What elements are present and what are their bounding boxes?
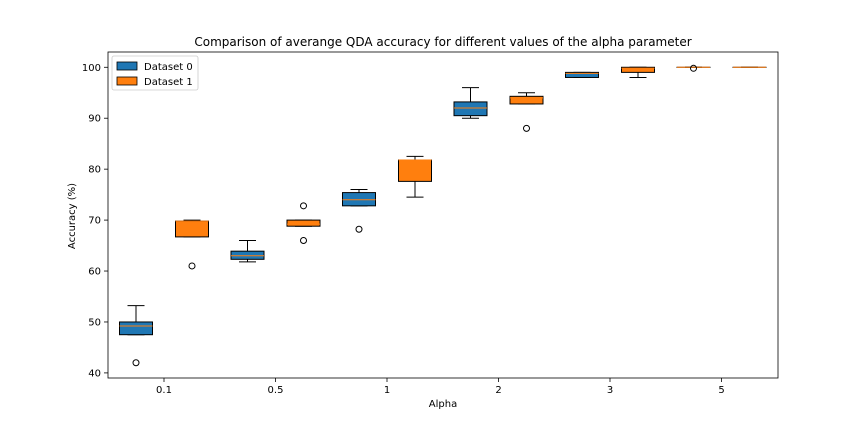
x-tick-label: 3 — [607, 385, 613, 396]
y-tick-label: 80 — [88, 165, 101, 176]
box-dataset-0-2 — [454, 88, 487, 119]
x-tick-label: 2 — [495, 385, 501, 396]
y-tick-label: 50 — [88, 317, 101, 328]
legend-label: Dataset 0 — [144, 62, 193, 73]
box-dataset-0-0.5 — [231, 240, 264, 261]
outlier-point — [189, 263, 195, 269]
legend-swatch — [117, 62, 137, 70]
plot-frame — [108, 52, 778, 378]
x-tick-label: 1 — [384, 385, 390, 396]
box-body — [120, 322, 153, 335]
box-dataset-1-2 — [510, 93, 543, 132]
y-tick-label: 100 — [82, 63, 101, 74]
y-tick-label: 90 — [88, 114, 101, 125]
box-dataset-0-1 — [343, 190, 376, 233]
x-tick-label: 5 — [718, 385, 724, 396]
x-axis-label: Alpha — [429, 399, 457, 410]
y-axis-label: Accuracy (%) — [67, 183, 78, 249]
plot-layer: 40 50 60 70 80 90 100 0.1 0.5 1 2 3 5 — [82, 52, 778, 396]
box-dataset-0-0.1 — [120, 306, 153, 366]
box-dataset-1-0.5 — [287, 203, 320, 244]
legend-label: Dataset 1 — [144, 77, 193, 88]
y-tick-label: 60 — [88, 267, 101, 278]
outlier-point — [356, 226, 362, 232]
box-dataset-1-3 — [622, 67, 655, 77]
x-tick-label: 0.5 — [268, 385, 284, 396]
box-body — [454, 102, 487, 116]
box-body — [399, 160, 432, 181]
box-body — [343, 193, 376, 206]
box-dataset-0-3 — [566, 72, 599, 77]
box-dataset-1-0.1 — [176, 220, 209, 269]
outlier-point — [301, 237, 307, 243]
legend-swatch — [117, 77, 137, 85]
chart-title: Comparison of averange QDA accuracy for … — [194, 35, 691, 49]
box-body — [287, 220, 320, 226]
outlier-point — [301, 203, 307, 209]
y-tick-label: 40 — [88, 368, 101, 379]
box-dataset-0-5 — [677, 65, 710, 71]
outlier-point — [691, 65, 697, 71]
y-tick-label: 70 — [88, 216, 101, 227]
box-body — [231, 251, 264, 259]
outlier-point — [133, 360, 139, 366]
box-body — [176, 221, 209, 237]
outlier-point — [524, 125, 530, 131]
box-dataset-1-1 — [399, 156, 432, 197]
x-tick-label: 0.1 — [156, 385, 172, 396]
legend: Dataset 0 Dataset 1 — [112, 56, 198, 90]
